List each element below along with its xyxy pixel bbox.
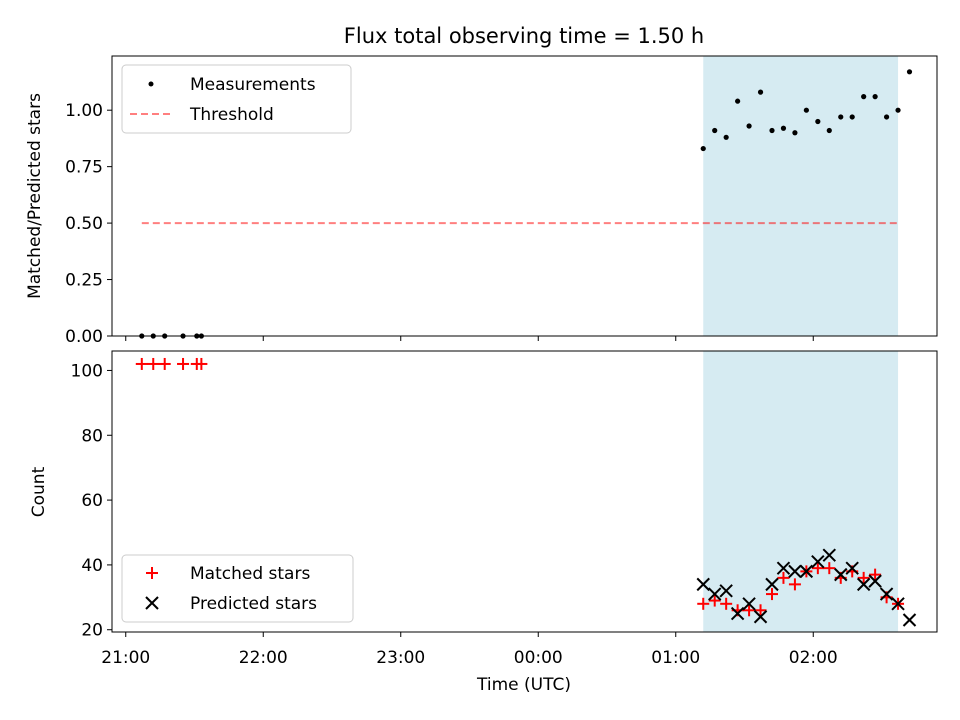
predicted-stars-point bbox=[868, 574, 882, 588]
measurements-point bbox=[780, 125, 787, 131]
measurement-points bbox=[139, 69, 913, 339]
bottom-legend-box bbox=[121, 554, 354, 623]
measurements-point bbox=[861, 94, 867, 100]
x-axis-label: Time (UTC) bbox=[476, 675, 571, 695]
predicted-stars-point bbox=[742, 597, 756, 611]
bottom-y-ticks: 20 40 60 80 100 bbox=[71, 361, 112, 641]
top-y-ticks: 0.00 0.25 0.50 0.75 1.00 bbox=[65, 101, 112, 347]
x-tick-label: 21:00 bbox=[101, 648, 150, 668]
y-tick-label: 1.00 bbox=[65, 101, 103, 121]
y-tick-label: 0.25 bbox=[65, 271, 103, 291]
y-tick-label: 20 bbox=[81, 621, 103, 641]
predicted-stars-point bbox=[845, 561, 859, 575]
top-x-ticks bbox=[125, 336, 814, 341]
predicted-stars-point bbox=[776, 561, 791, 575]
matched-stars-point bbox=[147, 357, 160, 370]
predicted-stars-point bbox=[696, 577, 710, 592]
predicted-stars-point bbox=[753, 610, 768, 624]
predicted-stars-point bbox=[788, 564, 802, 579]
measurements-point bbox=[769, 127, 775, 134]
matched-stars-point bbox=[743, 604, 756, 617]
legend-label-matched-stars: Matched stars bbox=[190, 564, 310, 584]
matched-stars-point bbox=[135, 357, 148, 370]
predicted-stars-point bbox=[822, 548, 836, 562]
y-tick-label: 100 bbox=[71, 361, 103, 381]
legend-label-threshold: Threshold bbox=[189, 105, 274, 125]
measurements-point bbox=[735, 98, 741, 104]
matched-stars-point bbox=[857, 571, 870, 584]
top-y-axis-label: Matched/Predicted stars bbox=[25, 93, 45, 299]
predicted-stars-point bbox=[719, 584, 733, 598]
x-tick-label: 22:00 bbox=[239, 648, 288, 668]
measurements-point bbox=[746, 123, 752, 129]
matched-stars-point bbox=[788, 578, 801, 591]
legend-marker-measurements bbox=[148, 81, 154, 87]
measurements-point bbox=[895, 107, 901, 113]
y-tick-label: 60 bbox=[81, 491, 103, 511]
count-points bbox=[135, 357, 917, 627]
matched-stars-point bbox=[177, 357, 190, 370]
legend-marker-predicted-stars bbox=[145, 596, 159, 610]
measurements-point bbox=[826, 127, 832, 134]
matched-stars-point bbox=[754, 604, 767, 617]
predicted-stars-point bbox=[879, 587, 894, 601]
measurements-point bbox=[849, 114, 855, 120]
measurements-point bbox=[803, 107, 809, 113]
top-legend: Measurements Threshold bbox=[121, 64, 352, 134]
legend-label-measurements: Measurements bbox=[190, 75, 316, 95]
predicted-stars-point bbox=[730, 606, 745, 621]
y-tick-label: 0.75 bbox=[65, 158, 103, 178]
top-observing-window bbox=[703, 56, 899, 336]
y-tick-label: 40 bbox=[81, 556, 103, 576]
x-tick-label: 02:00 bbox=[789, 648, 838, 668]
legend-marker-matched-stars bbox=[146, 567, 158, 579]
x-tick-label: 01:00 bbox=[651, 648, 700, 668]
top-legend-box bbox=[121, 64, 352, 134]
measurements-point bbox=[723, 134, 729, 140]
predicted-stars-point bbox=[811, 554, 825, 569]
matched-stars-point bbox=[708, 594, 721, 607]
x-tick-label: 00:00 bbox=[514, 648, 563, 668]
y-tick-label: 0.00 bbox=[65, 327, 103, 347]
y-tick-label: 80 bbox=[81, 426, 103, 446]
y-tick-label: 0.50 bbox=[65, 214, 103, 234]
measurements-point bbox=[815, 118, 821, 125]
measurements-point bbox=[712, 127, 718, 134]
matched-stars-point bbox=[766, 588, 778, 601]
predicted-stars-point bbox=[891, 597, 905, 611]
top-plot-frame bbox=[111, 55, 938, 337]
chart-title: Flux total observing time = 1.50 h bbox=[344, 24, 704, 48]
predicted-stars-point bbox=[765, 577, 779, 592]
bottom-panel: 21:00 22:00 23:00 00:00 01:00 02:00 20 40 60 80 1… bbox=[29, 350, 938, 695]
measurements-point bbox=[883, 114, 890, 120]
predicted-stars-point bbox=[799, 564, 814, 579]
predicted-stars-point bbox=[856, 577, 871, 592]
measurements-point bbox=[872, 94, 878, 100]
matched-stars-point bbox=[158, 357, 171, 370]
measurements-point bbox=[757, 89, 764, 95]
bottom-legend: Matched stars Predicted stars bbox=[121, 554, 354, 623]
measurements-point bbox=[792, 130, 798, 136]
predicted-stars-point bbox=[902, 613, 917, 627]
top-panel: 0.00 0.25 0.50 0.75 1.00 Flux total observin… bbox=[25, 24, 938, 347]
matched-stars-point bbox=[869, 568, 882, 581]
predicted-stars-point bbox=[834, 567, 848, 582]
bottom-x-ticks: 21:00 22:00 23:00 00:00 01:00 02:00 bbox=[101, 632, 838, 668]
matched-stars-point bbox=[720, 597, 733, 610]
measurements-point bbox=[906, 69, 913, 75]
legend-label-predicted-stars: Predicted stars bbox=[190, 594, 317, 614]
bottom-plot-frame bbox=[111, 350, 938, 633]
measurements-point bbox=[700, 145, 706, 152]
x-tick-label: 23:00 bbox=[376, 648, 425, 668]
matched-stars-point bbox=[823, 562, 836, 575]
predicted-stars-point bbox=[708, 587, 722, 601]
matched-stars-point bbox=[777, 571, 790, 584]
matched-stars-point bbox=[811, 562, 824, 575]
bottom-y-axis-label: Count bbox=[29, 466, 49, 517]
matched-stars-point bbox=[195, 357, 208, 370]
measurements-point bbox=[838, 114, 844, 120]
matched-stars-point bbox=[697, 597, 710, 610]
